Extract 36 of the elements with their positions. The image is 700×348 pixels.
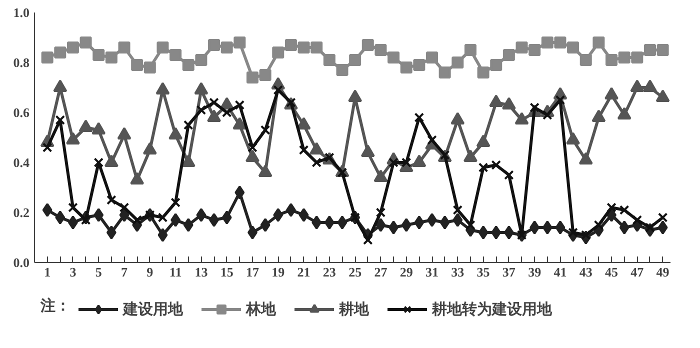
- y-tick-label: 0.6: [13, 105, 30, 120]
- x-tick-label: 5: [95, 264, 102, 280]
- x-tick-label: 31: [426, 264, 438, 280]
- legend-label: 耕地转为建设用地: [432, 300, 552, 318]
- y-tick-label: 0.8: [13, 55, 30, 70]
- x-tick-label: 9: [146, 264, 154, 280]
- x-tick-label: 39: [528, 264, 542, 280]
- y-tick-label: 0.2: [13, 205, 30, 220]
- x-tick-label: 41: [554, 264, 567, 280]
- x-tick-label: 49: [656, 264, 670, 280]
- x-tick-label: 29: [400, 264, 414, 280]
- x-tick-label: 47: [630, 264, 644, 280]
- y-tick-label: 0.4: [13, 155, 30, 170]
- legend-label: 建设用地: [123, 300, 183, 318]
- x-tick-label: 35: [476, 264, 490, 280]
- x-tick-label: 27: [374, 264, 388, 280]
- x-tick-label: 7: [121, 264, 128, 280]
- x-tick-label: 45: [605, 264, 619, 280]
- x-tick-label: 11: [169, 264, 182, 280]
- legend-title: 注：: [40, 296, 70, 314]
- x-tick-label: 37: [502, 264, 516, 280]
- y-tick-label: 1.0: [13, 5, 30, 20]
- x-tick-label: 15: [220, 264, 234, 280]
- x-tick-label: 3: [70, 264, 77, 280]
- y-tick-label: 0.0: [13, 255, 30, 270]
- x-tick-label: 17: [246, 264, 260, 280]
- x-tick-label: 19: [272, 264, 286, 280]
- x-tick-label: 23: [322, 264, 336, 280]
- x-tick-label: 21: [297, 264, 310, 280]
- legend-label: 耕地: [339, 300, 369, 318]
- x-tick-label: 25: [348, 264, 362, 280]
- x-tick-label: 33: [451, 264, 465, 280]
- legend-label: 林地: [246, 300, 276, 318]
- x-tick-label: 43: [579, 264, 593, 280]
- x-tick-label: 13: [194, 264, 208, 280]
- x-tick-label: 1: [44, 264, 51, 280]
